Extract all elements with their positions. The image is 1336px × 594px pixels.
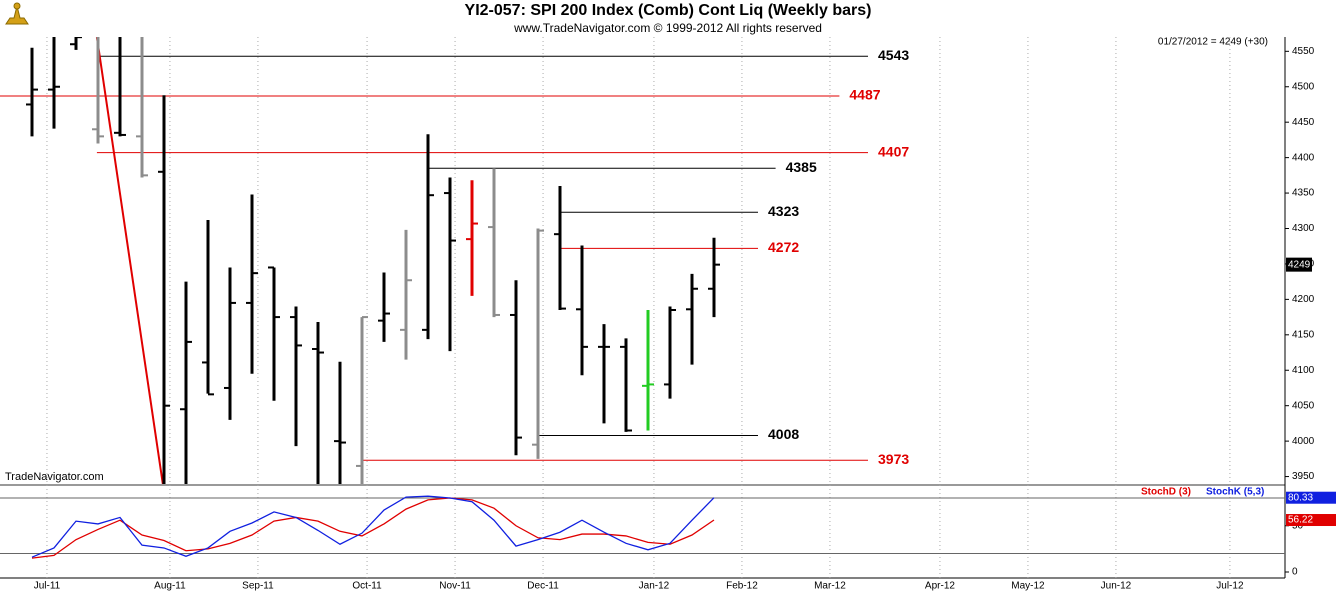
x-tick-label: Feb-12 [726,581,758,592]
x-tick-label: Nov-11 [439,581,471,592]
level-label: 4008 [768,426,799,442]
y-tick-label: 4450 [1292,117,1315,128]
x-tick-label: Dec-11 [527,581,559,592]
y-tick-label: 4350 [1292,188,1315,199]
x-tick-label: Mar-12 [814,581,846,592]
stoch-line [31,497,715,559]
last-value-box [1286,491,1336,504]
legend-entry: StochK (5,3) [1206,487,1264,498]
y-tick-label: 4550 [1292,46,1315,57]
last-value-box [1286,514,1336,527]
x-tick-label: May-12 [1011,581,1045,592]
level-label: 4272 [768,239,799,255]
current-price: 4249 [1288,259,1311,270]
legend-entry: StochD (3) [1141,487,1191,498]
y-tick-label: 4150 [1292,329,1315,340]
price-panel [0,37,869,484]
last-price-label: 01/27/2012 = 4249 (+30) [1158,37,1268,48]
level-label: 3973 [878,451,909,467]
y-tick-label: 4500 [1292,81,1315,92]
x-tick-label: Jul-12 [1216,581,1244,592]
level-label: 4407 [878,143,909,159]
y-tick-label: 4100 [1292,365,1315,376]
stoch-panel [0,495,1285,559]
y-tick-label: 4200 [1292,294,1315,305]
trendline [95,37,164,484]
x-tick-label: Apr-12 [925,581,955,592]
y-tick-label: 0 [1292,567,1298,578]
x-tick-label: Oct-11 [352,581,382,592]
chart-title: YI2-057: SPI 200 Index (Comb) Cont Liq (… [465,2,872,19]
stoch-line [31,495,715,558]
level-label: 4543 [878,47,909,63]
y-tick-label: 3950 [1292,471,1315,482]
y-tick-label: 4400 [1292,152,1315,163]
level-label: 4385 [786,159,817,175]
last-value: 80.33 [1288,492,1313,503]
x-tick-label: Jan-12 [639,581,670,592]
level-label: 4487 [849,87,880,103]
y-tick-label: 4300 [1292,223,1315,234]
logo [5,2,29,25]
y-tick-label: 4000 [1292,436,1315,447]
current-price-box [1286,257,1312,272]
x-tick-label: Jul-11 [34,581,61,592]
x-tick-label: Jun-12 [1101,581,1132,592]
y-tick-label: 4050 [1292,400,1315,411]
chart-subtitle: www.TradeNavigator.com © 1999-2012 All r… [513,21,822,35]
x-tick-label: Aug-11 [154,581,186,592]
last-value: 56.22 [1288,515,1313,526]
level-label: 4323 [768,203,799,219]
x-tick-label: Sep-11 [242,581,274,592]
watermark: TradeNavigator.com [5,471,104,483]
